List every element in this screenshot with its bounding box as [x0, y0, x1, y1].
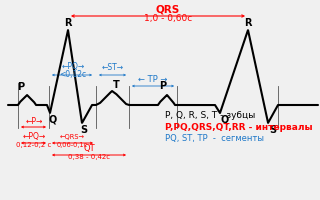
Text: ←PQ→: ←PQ→ [22, 132, 46, 142]
Text: P,PQ,QRS,QT,RR - интервалы: P,PQ,QRS,QT,RR - интервалы [165, 122, 313, 132]
Text: 1,0 - 0,60c: 1,0 - 0,60c [144, 14, 192, 22]
Text: Q: Q [49, 114, 57, 124]
Text: ←ST→: ←ST→ [101, 62, 124, 72]
Text: S: S [269, 125, 276, 135]
Text: QRS: QRS [156, 5, 180, 15]
Text: 0,38 - 0,42c: 0,38 - 0,42c [68, 154, 110, 160]
Text: 0,06-0,1c: 0,06-0,1c [57, 142, 88, 148]
Text: ←QRS→: ←QRS→ [60, 134, 85, 140]
Text: QT: QT [83, 144, 95, 154]
Text: 0,12-0,2 c: 0,12-0,2 c [16, 142, 52, 148]
Text: P: P [17, 82, 25, 92]
Text: R: R [244, 18, 252, 28]
Text: T: T [113, 80, 119, 90]
Text: Q: Q [221, 114, 229, 124]
Text: P, Q, R, S, T - зубцы: P, Q, R, S, T - зубцы [165, 110, 255, 119]
Text: ←P→: ←P→ [25, 116, 43, 126]
Text: ←PQ→: ←PQ→ [61, 62, 84, 72]
Text: P: P [159, 81, 167, 91]
Text: PQ, ST, TP  -  сегменты: PQ, ST, TP - сегменты [165, 134, 264, 144]
Text: <0,12c: <0,12c [60, 71, 87, 79]
Text: S: S [80, 125, 88, 135]
Text: R: R [64, 18, 72, 28]
Text: ← TP →: ← TP → [138, 74, 168, 84]
